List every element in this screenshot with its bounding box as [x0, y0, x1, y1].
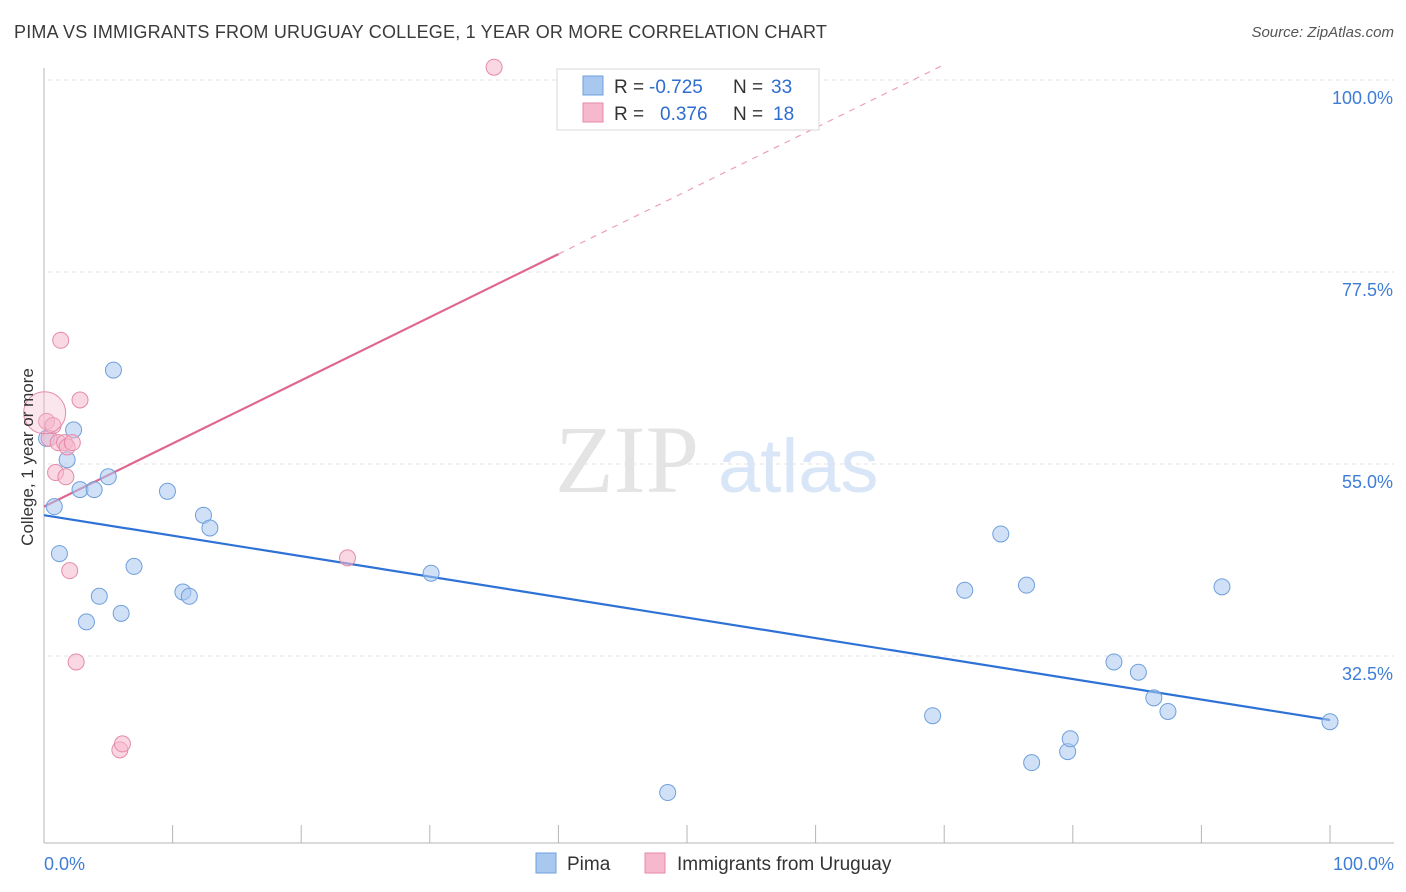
point-pima-18: [422, 564, 440, 582]
trend-lines: [43, 64, 1331, 722]
bottom-legend-swatch-uruguay: [644, 852, 666, 874]
legend-n-label-uruguay: N =: [733, 104, 763, 125]
point-pima-24: [1023, 754, 1041, 772]
point-pima-27: [1105, 653, 1123, 671]
point-uruguay-14: [113, 735, 131, 753]
point-uruguay-9: [61, 562, 79, 580]
point-pima-19: [659, 784, 677, 802]
legend-swatch-pima: [582, 75, 604, 96]
point-pima-17: [201, 519, 219, 537]
bottom-legend-label-pima: Pima: [567, 854, 611, 875]
point-pima-15: [180, 587, 198, 605]
point-uruguay-16: [485, 58, 503, 76]
chart-title: PIMA VS IMMIGRANTS FROM URUGUAY COLLEGE,…: [14, 22, 828, 42]
point-pima-22: [992, 525, 1010, 543]
point-uruguay-17: [23, 391, 67, 435]
bottom-legend: Pima Immigrants from Uruguay: [535, 852, 892, 875]
legend-r-value-uruguay: 0.376: [660, 104, 708, 125]
y-tick-label-2: 55.0%: [1342, 472, 1393, 492]
point-pima-8: [90, 587, 108, 605]
axes: [43, 68, 1394, 844]
y-axis-title: College, 1 year or more: [18, 368, 37, 546]
point-pima-12: [125, 557, 143, 575]
point-uruguay-7: [57, 468, 75, 486]
point-pima-7: [85, 481, 103, 499]
x-tick-label-max: 100.0%: [1333, 854, 1394, 874]
point-pima-2: [50, 545, 68, 563]
chart-source: Source: ZipAtlas.com: [1251, 24, 1394, 41]
point-pima-26: [1061, 730, 1079, 748]
point-uruguay-10: [63, 434, 81, 452]
point-pima-9: [99, 468, 117, 486]
legend-r-label-uruguay: R =: [614, 104, 644, 125]
y-tick-label-1: 77.5%: [1342, 280, 1393, 300]
bottom-legend-label-uruguay: Immigrants from Uruguay: [677, 854, 892, 875]
legend-swatch-uruguay: [582, 102, 604, 123]
point-pima-11: [112, 604, 130, 622]
legend-n-value-pima: 33: [771, 77, 792, 98]
bottom-legend-swatch-pima: [535, 852, 557, 874]
watermark-atlas: atlas: [718, 424, 879, 509]
point-uruguay-15: [338, 549, 356, 567]
point-pima-13: [158, 482, 176, 500]
legend-n-label-pima: N =: [733, 77, 763, 98]
point-pima-28: [1129, 663, 1147, 681]
y-tick-label-3: 32.5%: [1342, 664, 1393, 684]
point-pima-5: [71, 481, 89, 499]
gridlines: 100.0% 77.5% 55.0% 32.5%: [48, 79, 1394, 684]
legend: R = -0.725 N = 33 R = 0.376 N = 18: [556, 68, 820, 131]
point-uruguay-12: [71, 391, 89, 409]
legend-r-label-pima: R =: [614, 77, 644, 98]
data-points: [23, 58, 1339, 802]
point-pima-31: [1213, 578, 1231, 596]
y-tick-label-0: 100.0%: [1332, 88, 1393, 108]
trend-line-pima: [43, 514, 1331, 722]
legend-n-value-uruguay: 18: [773, 104, 794, 125]
trend-line-uruguay: [43, 253, 559, 508]
point-pima-32: [1321, 713, 1339, 731]
point-pima-1: [45, 498, 63, 516]
legend-r-value-pima: -0.725: [649, 77, 703, 98]
point-uruguay-11: [67, 653, 85, 671]
watermark-zip: ZIP: [555, 406, 699, 513]
point-pima-6: [77, 613, 95, 631]
point-pima-20: [924, 707, 942, 725]
point-uruguay-5: [52, 331, 70, 349]
point-pima-23: [1018, 576, 1036, 594]
watermark: ZIP atlas: [555, 406, 879, 513]
point-pima-21: [956, 581, 974, 599]
x-tick-label-min: 0.0%: [44, 854, 85, 874]
point-pima-10: [104, 361, 122, 379]
point-pima-29: [1145, 689, 1163, 707]
point-pima-30: [1159, 702, 1177, 720]
